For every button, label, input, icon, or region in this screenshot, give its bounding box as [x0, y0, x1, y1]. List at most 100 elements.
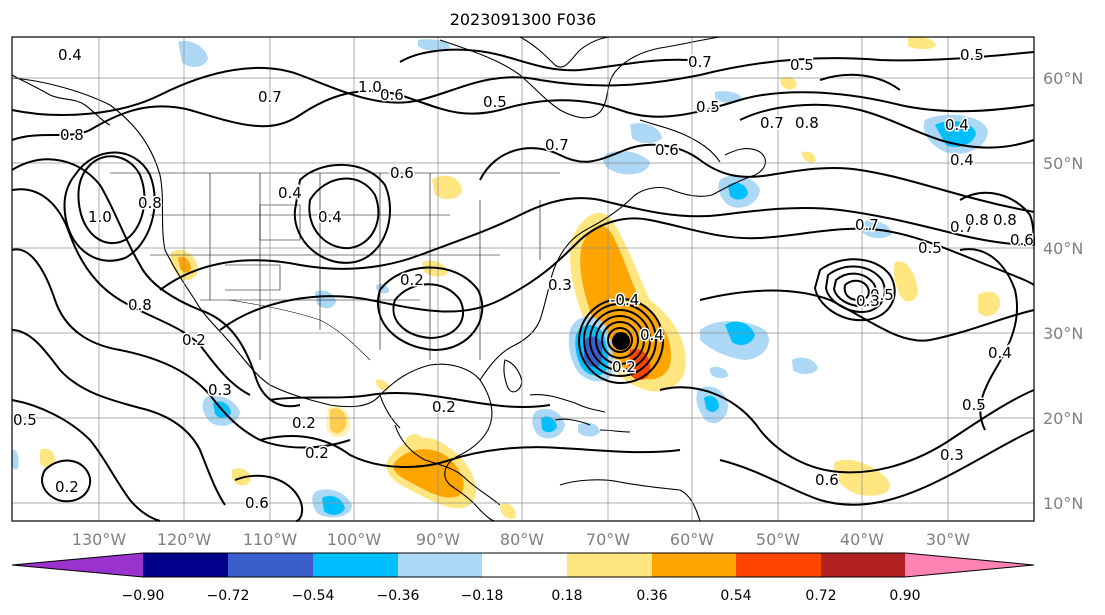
contour-line — [41, 459, 92, 503]
contour-label: 0.4 — [318, 208, 342, 226]
coastline — [379, 394, 401, 429]
contour-line — [219, 217, 1035, 331]
map-panel: 0.4 0.7 1.0 0.6 0.5 0.6 0.5 0.7 0.5 0.7 … — [11, 36, 1035, 522]
contour-label: 0.5 — [13, 411, 37, 429]
contour-label: 0.2 — [305, 444, 329, 462]
coastline — [479, 186, 713, 381]
colorbar-bin — [143, 553, 228, 577]
contour-label: 0.3 — [208, 381, 232, 399]
coastline — [519, 36, 611, 68]
longitude-label: 40°W — [840, 530, 884, 549]
contour-line — [739, 103, 1035, 149]
contour-line — [234, 474, 304, 522]
positive-anomaly-area — [405, 434, 424, 450]
contour-label: 0.4 — [640, 326, 664, 344]
contour-line — [699, 289, 1035, 342]
negative-anomaly-area — [710, 366, 728, 379]
colorbar-bin — [228, 553, 313, 577]
contour-label: 0.5 — [483, 93, 507, 111]
positive-anomaly-area — [40, 448, 56, 468]
positive-anomaly-area — [232, 468, 251, 486]
colorbar-bin — [567, 553, 652, 577]
contour-line — [392, 283, 465, 340]
negative-anomaly-area — [728, 182, 748, 200]
positive-anomaly-area — [432, 175, 462, 200]
coastline — [711, 148, 766, 196]
colorbar-min-extension — [12, 553, 143, 577]
contour-label: 0.4 — [58, 46, 82, 64]
colorbar-tick-label: 0.54 — [720, 588, 751, 604]
contour-label: 0.7 — [855, 216, 879, 234]
contour-label: 0.4 — [988, 344, 1012, 362]
negative-anomaly-area — [704, 395, 719, 412]
latitude-label: 50°N — [1043, 154, 1083, 173]
negative-anomaly-area — [715, 91, 742, 103]
contour-label: 0.3 — [940, 446, 964, 464]
contour-line — [11, 329, 226, 506]
negative-anomaly-area — [12, 449, 19, 470]
contour-label: 0.5 — [696, 98, 720, 116]
coastline — [444, 424, 496, 522]
latitude-label: 30°N — [1043, 324, 1083, 343]
colorbar-tick-label: −0.90 — [122, 588, 165, 604]
contour-line — [11, 399, 161, 522]
contour-line — [259, 434, 681, 468]
contour-label: 0.6 — [390, 164, 414, 182]
hurricane-contour — [578, 298, 664, 384]
contour-line — [269, 391, 551, 409]
negative-anomaly-area — [792, 357, 818, 374]
negative-anomaly-area — [935, 121, 976, 147]
colorbar-bin — [652, 553, 736, 577]
colorbar-bin — [313, 553, 398, 577]
negative-anomaly-area — [418, 39, 450, 51]
coastline — [11, 77, 493, 426]
contour-label: 0.5 — [918, 239, 942, 257]
colorbar-tick-label: 0.18 — [551, 588, 582, 604]
contour-label: 1.0 — [358, 78, 382, 96]
negative-anomaly-area — [541, 416, 557, 433]
hurricane-contour — [589, 309, 651, 371]
coastline — [394, 424, 501, 506]
contour-line — [959, 248, 1019, 431]
contour-label: 0.6 — [1010, 231, 1034, 249]
negative-anomaly-area — [630, 123, 662, 144]
contour-line — [843, 279, 870, 302]
colorbar-tick-label: −0.36 — [377, 588, 420, 604]
longitude-label: 70°W — [586, 530, 630, 549]
contour-line — [11, 158, 301, 408]
longitude-label: 120°W — [157, 530, 212, 549]
coastline — [503, 359, 523, 393]
colorbar-tick-label: −0.18 — [461, 588, 504, 604]
colorbar-tick-label: 0.90 — [889, 588, 920, 604]
colorbar-outline — [11, 552, 1035, 578]
longitude-label: 110°W — [243, 530, 298, 549]
contour-line — [399, 48, 691, 72]
contour-label: 0.2 — [400, 271, 424, 289]
contour-label: 0.7 — [688, 53, 712, 71]
hurricane-contour — [601, 321, 639, 359]
contour-label: 0.3 — [548, 276, 572, 294]
coastline — [599, 429, 631, 433]
coastline — [529, 394, 606, 413]
colorbar-bin — [398, 553, 482, 577]
contour-line — [719, 429, 1035, 506]
colorbar-max-extension — [905, 553, 1034, 577]
colorbar-tick-label: 0.36 — [636, 588, 667, 604]
contour-line — [308, 177, 380, 250]
contour-label: 0.5 — [962, 396, 986, 414]
shading-label: -0.4 — [610, 291, 639, 309]
coastlines — [11, 36, 766, 522]
longitude-label: 100°W — [327, 530, 382, 549]
hurricane-center — [612, 332, 630, 350]
contour-label: 0.7 — [545, 136, 569, 154]
contour-label: 0.5 — [790, 56, 814, 74]
colorbar-tick-label: −0.54 — [292, 588, 335, 604]
contour-label: 0.8 — [60, 126, 84, 144]
positive-anomaly-area — [500, 503, 516, 519]
contour-label: 0.2 — [182, 331, 206, 349]
colorbar: −0.90 −0.72 −0.54 −0.36 −0.18 0.18 0.36 … — [11, 552, 1035, 604]
longitude-axis: 130°W 120°W 110°W 100°W 90°W 80°W 70°W 6… — [72, 530, 970, 549]
longitude-label: 60°W — [670, 530, 714, 549]
hurricane-contour — [607, 327, 633, 353]
